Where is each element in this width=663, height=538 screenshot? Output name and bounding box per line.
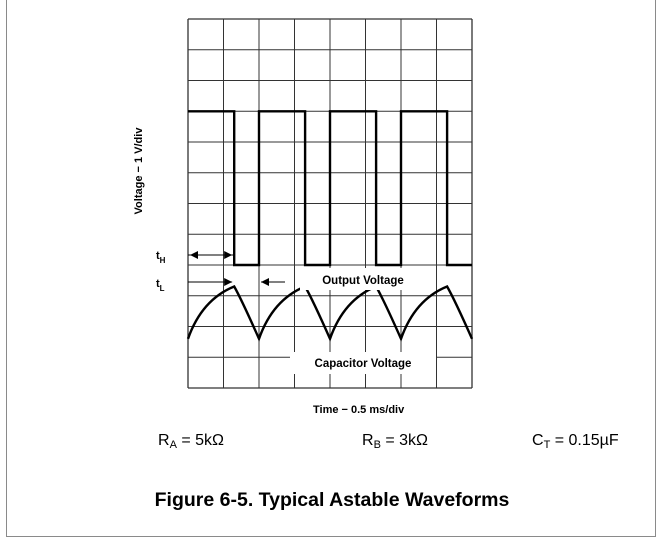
param-ct: CT = 0.15µF	[532, 432, 619, 451]
param-symbol: R	[362, 432, 374, 449]
param-value: = 5kΩ	[176, 432, 224, 449]
th-arrow-right-head	[224, 251, 233, 259]
figure-frame: Figure 6-5. Typical Astable Waveforms	[6, 0, 656, 537]
x-axis-label: Time − 0.5 ms/div	[313, 404, 405, 416]
param-subscript: A	[169, 439, 177, 451]
th-arrow-left-head	[190, 251, 198, 259]
param-rb: RB = 3kΩ	[362, 432, 428, 451]
capacitor-label-bg	[290, 352, 436, 374]
output-voltage-trace	[188, 110, 472, 267]
tl-arrow-left-head	[224, 278, 233, 286]
t-low-label: tL	[156, 278, 165, 293]
param-subscript: B	[373, 439, 381, 451]
t-high-label: tH	[156, 250, 166, 265]
param-subscript: T	[543, 439, 551, 451]
t-high-subscript: H	[160, 256, 166, 265]
t-low-subscript: L	[160, 284, 165, 293]
param-ra: RA = 5kΩ	[158, 432, 224, 451]
param-symbol: R	[158, 432, 170, 449]
param-value: = 3kΩ	[380, 432, 428, 449]
tl-arrow-right-head	[261, 278, 269, 286]
capacitor-voltage-label: Capacitor Voltage	[315, 358, 412, 370]
traces	[186, 110, 474, 343]
y-axis-label: Voltage − 1 V/div	[133, 127, 145, 215]
output-label-bg	[300, 268, 426, 290]
output-voltage-label: Output Voltage	[322, 275, 404, 287]
param-symbol: C	[532, 432, 544, 449]
param-value: = 0.15µF	[550, 432, 619, 449]
capacitor-voltage-trace	[186, 284, 474, 343]
figure-caption: Figure 6-5. Typical Astable Waveforms	[154, 489, 510, 511]
annotations: tH tL Output Voltage Capacitor Voltage	[156, 250, 436, 374]
